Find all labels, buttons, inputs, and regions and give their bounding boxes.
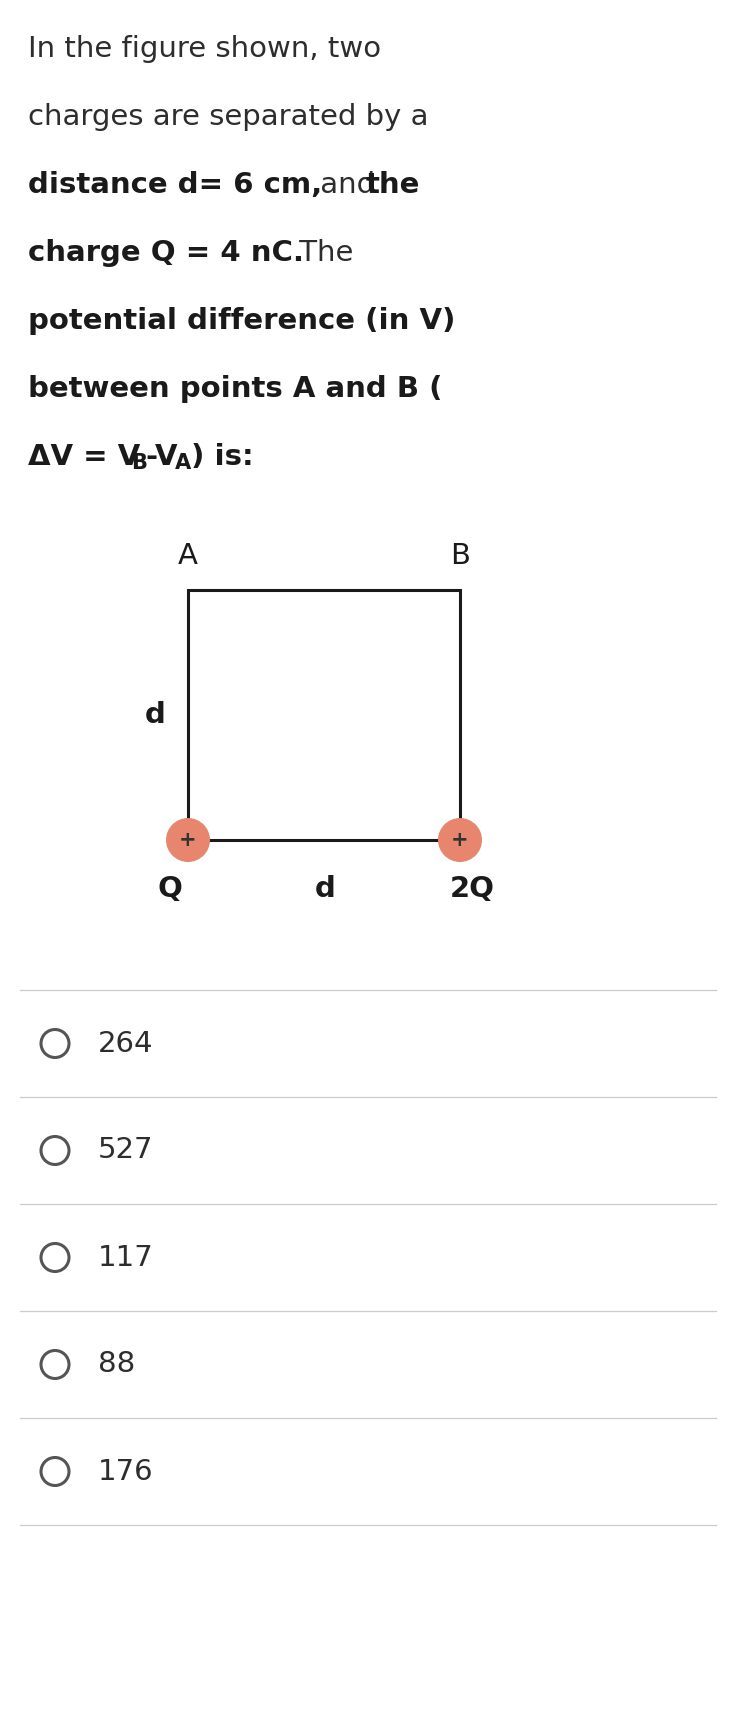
Text: Q: Q <box>158 875 183 903</box>
Text: charges are separated by a: charges are separated by a <box>28 103 428 131</box>
Text: 117: 117 <box>98 1244 154 1272</box>
Text: +: + <box>451 830 469 849</box>
Text: charge Q = 4 nC.: charge Q = 4 nC. <box>28 239 304 267</box>
Text: potential difference (in V): potential difference (in V) <box>28 307 456 334</box>
Text: ΔV = V: ΔV = V <box>28 443 141 470</box>
Text: ) is:: ) is: <box>191 443 254 470</box>
Text: 176: 176 <box>98 1458 154 1485</box>
Bar <box>188 589 460 841</box>
Text: d: d <box>314 875 336 903</box>
Text: 2Q: 2Q <box>450 875 495 903</box>
Text: 264: 264 <box>98 1030 154 1058</box>
Text: and: and <box>311 171 384 198</box>
Text: In the figure shown, two: In the figure shown, two <box>28 34 381 64</box>
Text: +: + <box>179 830 197 849</box>
Text: between points A and B (: between points A and B ( <box>28 376 442 403</box>
Text: B: B <box>450 543 470 570</box>
Circle shape <box>41 1458 69 1485</box>
Text: the: the <box>366 171 420 198</box>
Text: 88: 88 <box>98 1351 135 1378</box>
Circle shape <box>41 1137 69 1165</box>
Text: The: The <box>290 239 353 267</box>
Text: distance d= 6 cm,: distance d= 6 cm, <box>28 171 322 198</box>
Text: d: d <box>144 701 166 729</box>
Text: 527: 527 <box>98 1137 154 1165</box>
Text: -V: -V <box>145 443 177 470</box>
Circle shape <box>166 818 210 862</box>
Circle shape <box>41 1244 69 1272</box>
Text: A: A <box>178 543 198 570</box>
Text: A: A <box>175 453 191 474</box>
Circle shape <box>41 1030 69 1058</box>
Circle shape <box>438 818 482 862</box>
Circle shape <box>41 1351 69 1378</box>
Text: B: B <box>131 453 147 474</box>
